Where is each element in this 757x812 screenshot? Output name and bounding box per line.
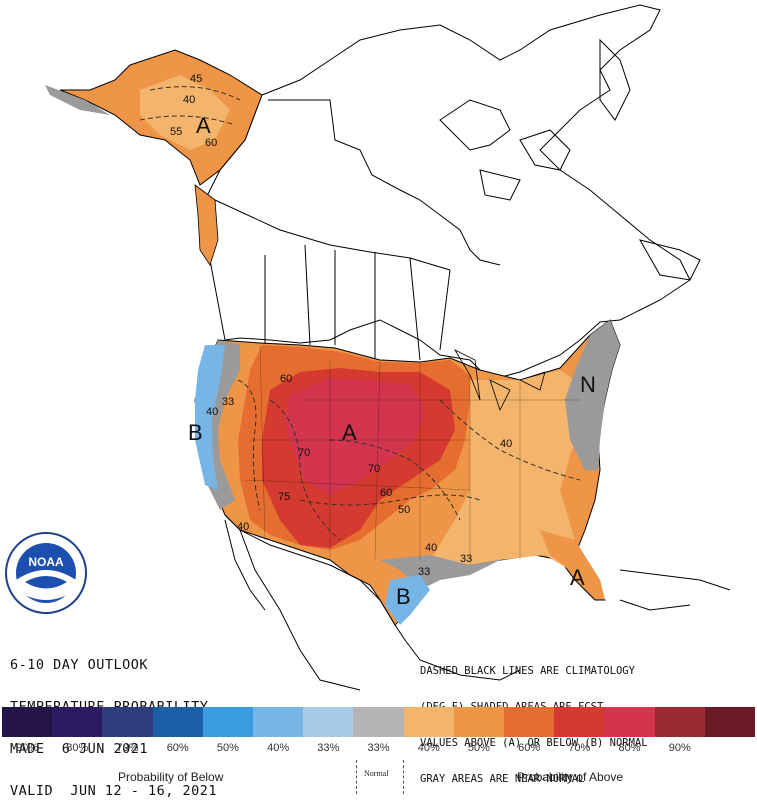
colorbar-tick-label: 80% <box>618 742 641 754</box>
colorbar-cell <box>2 707 53 737</box>
contour-label: 40 <box>500 438 512 450</box>
outlook-map: A B A N A B 45 40 55 60 40 33 60 70 70 6… <box>5 4 731 691</box>
colorbar-tick-label: 70% <box>568 742 591 754</box>
colorbar-tick-label: 90% <box>668 742 691 754</box>
colorbar-cell <box>202 707 254 737</box>
colorbar-tick-label: 40% <box>267 742 290 754</box>
colorbar-ticks: 90% 80% 70% 60% 50% 40% 33% 33% 40% 50% 60% 70% 80% 9… <box>2 742 755 754</box>
normal-label: Normal <box>364 769 389 778</box>
map-letters: A B A N A B <box>188 113 596 609</box>
normal-divider-right <box>403 760 404 794</box>
legend-note-line-3: VALUES ABOVE (A) OR BELOW (B) NORMAL <box>420 737 648 749</box>
colorbar-cell <box>303 707 354 737</box>
colorbar-cell <box>102 707 153 737</box>
contour-label: 50 <box>398 504 410 516</box>
colorbar-cell <box>353 707 404 737</box>
colorbar-cell <box>604 707 655 737</box>
colorbar-tick-label: 33% <box>367 742 390 754</box>
colorbar-tick-label: 40% <box>417 742 440 754</box>
probability-below-label: Probability of Below <box>118 770 224 784</box>
contour-label: 40 <box>183 94 195 106</box>
noaa-logo: NOAA <box>5 532 87 614</box>
colorbar-tick-label: 50% <box>467 742 490 754</box>
contour-label: 33 <box>418 566 430 578</box>
colorbar-cell <box>554 707 605 737</box>
contour-label: 60 <box>380 487 392 499</box>
contour-labels: 45 40 55 60 40 33 60 70 70 60 50 75 40 3… <box>170 73 512 578</box>
colorbar-cell <box>253 707 304 737</box>
texas-below-label: B <box>396 584 411 609</box>
colorbar-tick-label: 33% <box>317 742 340 754</box>
colorbar-cell <box>403 707 454 737</box>
contour-label: 40 <box>237 521 249 533</box>
west-below-label: B <box>188 420 203 445</box>
contour-label: 45 <box>190 73 202 85</box>
contour-label: 60 <box>205 137 217 149</box>
colorbar-tick-label <box>705 742 755 754</box>
colorbar-cell <box>504 707 555 737</box>
colorbar-cell <box>654 707 705 737</box>
florida-above-label: A <box>570 565 585 590</box>
legend-note-line-1: DASHED BLACK LINES ARE CLIMATOLOGY <box>420 665 635 677</box>
probability-above-label: Probability of Above <box>517 770 624 784</box>
conus-region <box>194 319 621 626</box>
outlook-line-1: 6-10 DAY OUTLOOK <box>10 657 149 673</box>
colorbar-tick-label: 90% <box>16 742 39 754</box>
contour-label: 55 <box>170 126 182 138</box>
central-above-label: A <box>342 420 357 445</box>
alaska-region <box>45 49 263 266</box>
contour-label: 60 <box>280 373 292 385</box>
outlook-line-3: MADE 6 JUN 2021 <box>10 741 149 757</box>
alaska-above-label: A <box>196 113 211 138</box>
colorbar-cell <box>453 707 505 737</box>
colorbar-tick-label: 80% <box>66 742 89 754</box>
colorbar-cell <box>152 707 203 737</box>
east-normal-label: N <box>580 372 596 397</box>
colorbar-tick-label: 60% <box>166 742 189 754</box>
colorbar-tick-label: 60% <box>518 742 541 754</box>
probability-colorbar <box>2 707 756 737</box>
colorbar-tick-label: 50% <box>216 742 239 754</box>
contour-label: 70 <box>298 447 310 459</box>
outlook-line-4: VALID JUN 12 - 16, 2021 <box>10 783 218 799</box>
normal-divider-left <box>356 760 357 794</box>
contour-label: 75 <box>278 491 290 503</box>
contour-label: 70 <box>368 463 380 475</box>
colorbar-tick-label: 70% <box>116 742 139 754</box>
noaa-logo-text: NOAA <box>28 555 64 569</box>
contour-label: 33 <box>222 396 234 408</box>
canada-outline <box>199 4 701 381</box>
contour-label: 40 <box>206 406 218 418</box>
contour-label: 33 <box>460 553 472 565</box>
legend-note-line-4: GRAY AREAS ARE NEAR-NORMAL <box>420 773 585 785</box>
contour-label: 40 <box>425 542 437 554</box>
mexico-outline <box>224 514 731 691</box>
colorbar-cell <box>704 707 756 737</box>
colorbar-cell <box>52 707 103 737</box>
